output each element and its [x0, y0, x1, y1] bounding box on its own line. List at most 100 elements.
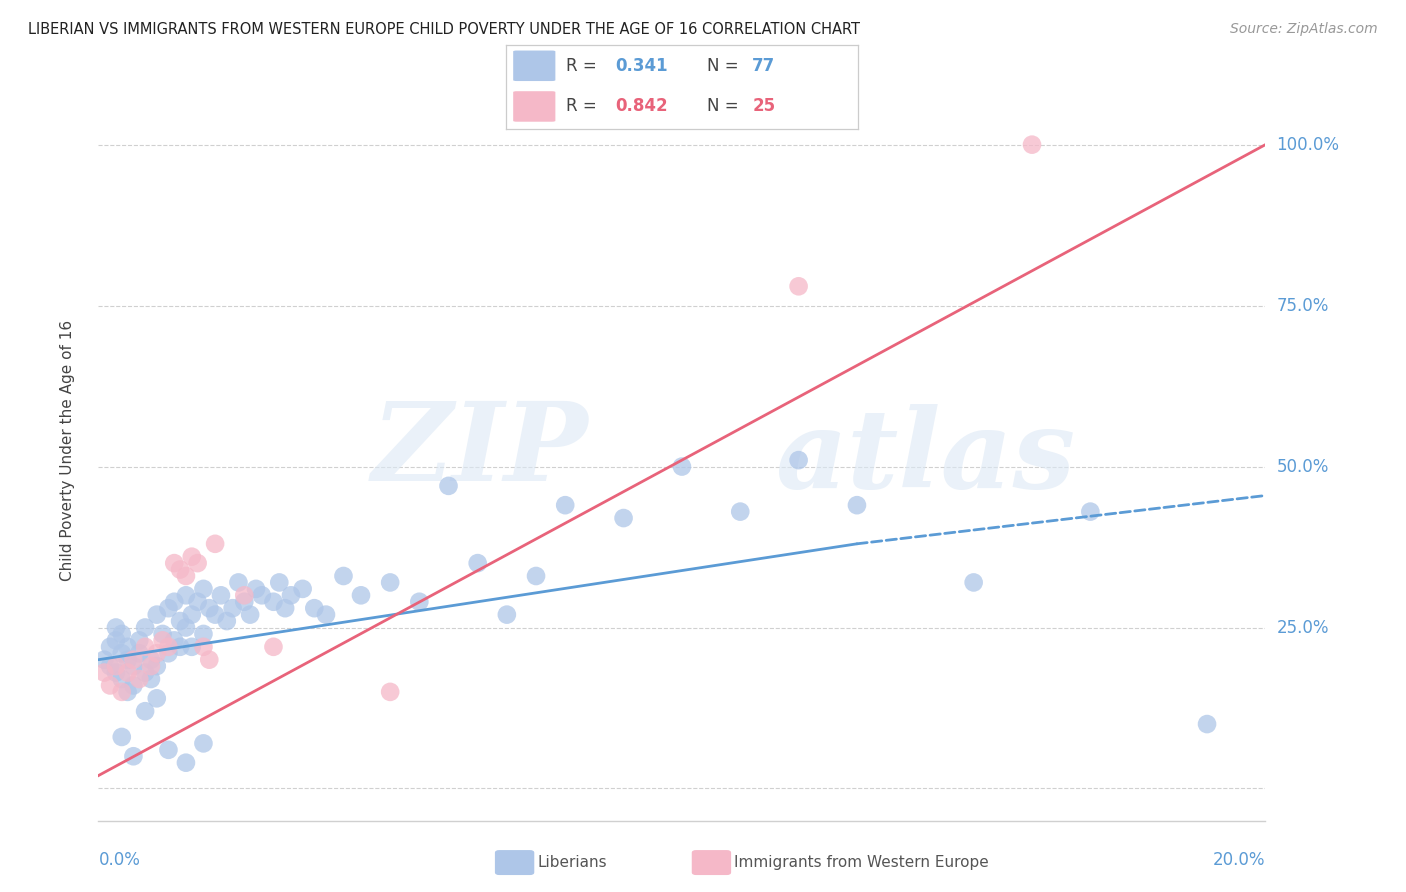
Point — [157, 646, 180, 660]
Point — [174, 569, 197, 583]
Point — [111, 646, 134, 660]
Point — [187, 595, 209, 609]
Text: R =: R = — [565, 97, 602, 115]
Point — [122, 659, 145, 673]
Point — [93, 653, 115, 667]
Point — [152, 627, 174, 641]
Text: N =: N = — [707, 57, 744, 75]
Point — [787, 453, 810, 467]
Point — [104, 633, 127, 648]
Point — [1021, 137, 1043, 152]
Point — [467, 556, 489, 570]
Text: 20.0%: 20.0% — [1213, 851, 1265, 869]
Point — [180, 640, 202, 654]
Point — [152, 633, 174, 648]
Point — [146, 646, 169, 660]
Point — [193, 582, 215, 596]
Point — [157, 640, 180, 654]
Point — [233, 595, 256, 609]
Text: ZIP: ZIP — [373, 397, 589, 504]
Point — [787, 279, 810, 293]
Point — [193, 640, 215, 654]
FancyBboxPatch shape — [513, 51, 555, 81]
FancyBboxPatch shape — [513, 91, 555, 121]
Point — [269, 575, 291, 590]
Point — [111, 672, 134, 686]
Point — [233, 588, 256, 602]
Point — [315, 607, 337, 622]
Point — [117, 685, 139, 699]
Text: Source: ZipAtlas.com: Source: ZipAtlas.com — [1230, 22, 1378, 37]
Point — [204, 607, 226, 622]
Point — [408, 595, 430, 609]
Point — [380, 685, 402, 699]
Point — [146, 691, 169, 706]
Point — [380, 575, 402, 590]
Point — [104, 620, 127, 634]
Point — [134, 665, 156, 680]
Point — [128, 646, 150, 660]
Point — [1195, 717, 1218, 731]
Point — [117, 653, 139, 667]
Point — [554, 498, 576, 512]
Point — [671, 459, 693, 474]
Point — [104, 659, 127, 673]
Point — [134, 620, 156, 634]
Text: LIBERIAN VS IMMIGRANTS FROM WESTERN EUROPE CHILD POVERTY UNDER THE AGE OF 16 COR: LIBERIAN VS IMMIGRANTS FROM WESTERN EURO… — [28, 22, 860, 37]
Point — [169, 640, 191, 654]
Point — [496, 607, 519, 622]
Point — [245, 582, 267, 596]
Point — [180, 607, 202, 622]
Point — [157, 743, 180, 757]
Point — [180, 549, 202, 564]
Point — [250, 588, 273, 602]
Point — [163, 595, 186, 609]
Text: 75.0%: 75.0% — [1277, 297, 1329, 315]
Point — [174, 620, 197, 634]
Point — [262, 640, 284, 654]
Point — [98, 659, 121, 673]
Point — [239, 607, 262, 622]
Point — [193, 736, 215, 750]
Text: 0.0%: 0.0% — [98, 851, 141, 869]
Point — [169, 563, 191, 577]
Point — [111, 685, 134, 699]
Point — [104, 665, 127, 680]
Point — [139, 659, 162, 673]
Point — [128, 672, 150, 686]
Point — [187, 556, 209, 570]
Point — [291, 582, 314, 596]
Point — [262, 595, 284, 609]
Text: Immigrants from Western Europe: Immigrants from Western Europe — [734, 855, 988, 870]
Point — [146, 659, 169, 673]
Point — [146, 607, 169, 622]
Point — [730, 505, 752, 519]
Text: 100.0%: 100.0% — [1277, 136, 1340, 153]
Point — [139, 672, 162, 686]
Point — [209, 588, 232, 602]
Point — [122, 678, 145, 692]
Text: 77: 77 — [752, 57, 776, 75]
Text: 50.0%: 50.0% — [1277, 458, 1329, 475]
Text: Liberians: Liberians — [537, 855, 607, 870]
Point — [437, 479, 460, 493]
Point — [98, 678, 121, 692]
Point — [174, 588, 197, 602]
Point — [280, 588, 302, 602]
Point — [163, 633, 186, 648]
Point — [134, 640, 156, 654]
Point — [93, 665, 115, 680]
Text: atlas: atlas — [775, 404, 1076, 512]
Text: 25: 25 — [752, 97, 775, 115]
Point — [111, 627, 134, 641]
Point — [612, 511, 634, 525]
Point — [221, 601, 243, 615]
Text: 0.341: 0.341 — [616, 57, 668, 75]
Point — [157, 601, 180, 615]
Point — [215, 614, 238, 628]
Text: 25.0%: 25.0% — [1277, 618, 1329, 637]
Point — [962, 575, 984, 590]
Point — [139, 653, 162, 667]
Point — [304, 601, 326, 615]
Y-axis label: Child Poverty Under the Age of 16: Child Poverty Under the Age of 16 — [60, 320, 75, 581]
